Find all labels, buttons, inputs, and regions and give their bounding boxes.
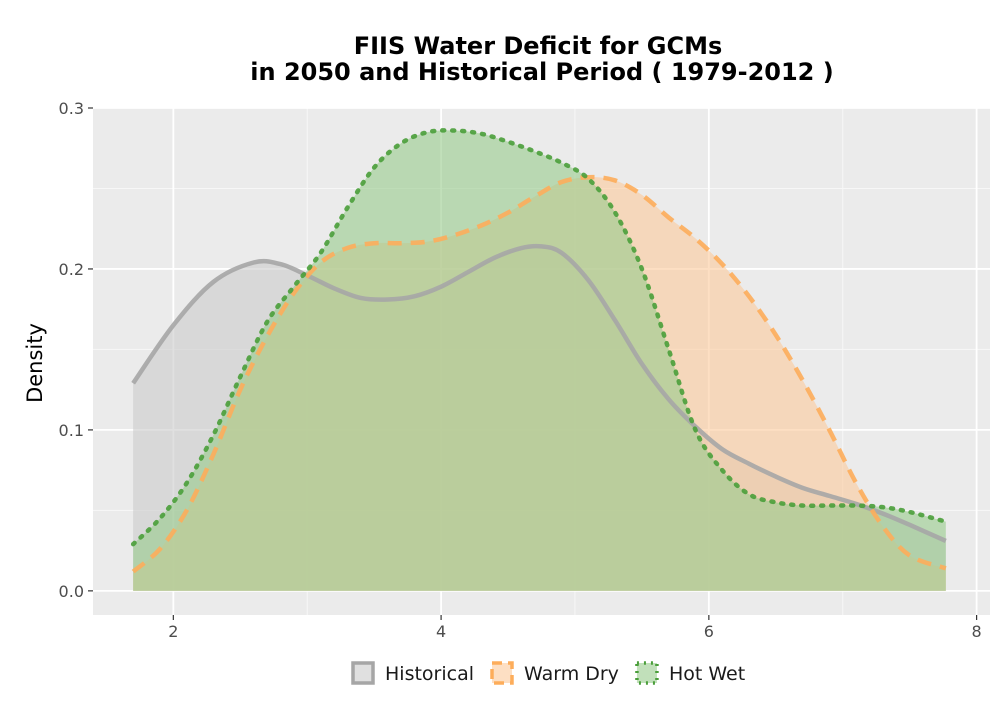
legend-label-hot-wet: Hot Wet xyxy=(669,663,745,685)
x-tick-label: 6 xyxy=(704,622,714,641)
warm-dry-density-line xyxy=(131,174,947,574)
density-fills xyxy=(133,130,946,591)
y-axis-title: Density xyxy=(23,323,47,403)
hot-wet-density-area xyxy=(133,130,946,591)
legend-key-hot-wet xyxy=(636,663,657,683)
axes: 2 4 6 8 0.0 0.1 0.2 0.3 xyxy=(59,99,982,641)
y-tick-label: 0.0 xyxy=(59,582,84,601)
legend-key-outline-hot-wet xyxy=(635,661,659,685)
density-lines xyxy=(130,128,949,574)
chart-title-line-1: FIIS Water Deficit for GCMs xyxy=(354,32,723,60)
legend-key-outline-historical xyxy=(351,661,375,685)
y-tick-label: 0.2 xyxy=(59,260,84,279)
legend-item-hot-wet: Hot Wet xyxy=(635,661,745,685)
legend: Historical Warm Dry Hot Wet xyxy=(351,661,745,685)
legend-item-warm-dry: Warm Dry xyxy=(490,661,619,685)
x-tick-label: 4 xyxy=(436,622,446,641)
y-tick-label: 0.3 xyxy=(59,99,84,118)
legend-key-historical xyxy=(353,663,373,683)
chart-title-line-2: in 2050 and Historical Period ( 1979-201… xyxy=(250,58,833,86)
legend-key-warm-dry xyxy=(492,663,512,683)
hot-wet-density-line xyxy=(130,128,949,547)
legend-key-outline-warm-dry xyxy=(490,661,514,685)
x-tick-label: 8 xyxy=(972,622,982,641)
legend-item-historical: Historical xyxy=(351,661,474,685)
legend-label-warm-dry: Warm Dry xyxy=(524,663,619,685)
x-tick-label: 2 xyxy=(168,622,178,641)
legend-label-historical: Historical xyxy=(385,663,474,685)
y-tick-label: 0.1 xyxy=(59,421,84,440)
